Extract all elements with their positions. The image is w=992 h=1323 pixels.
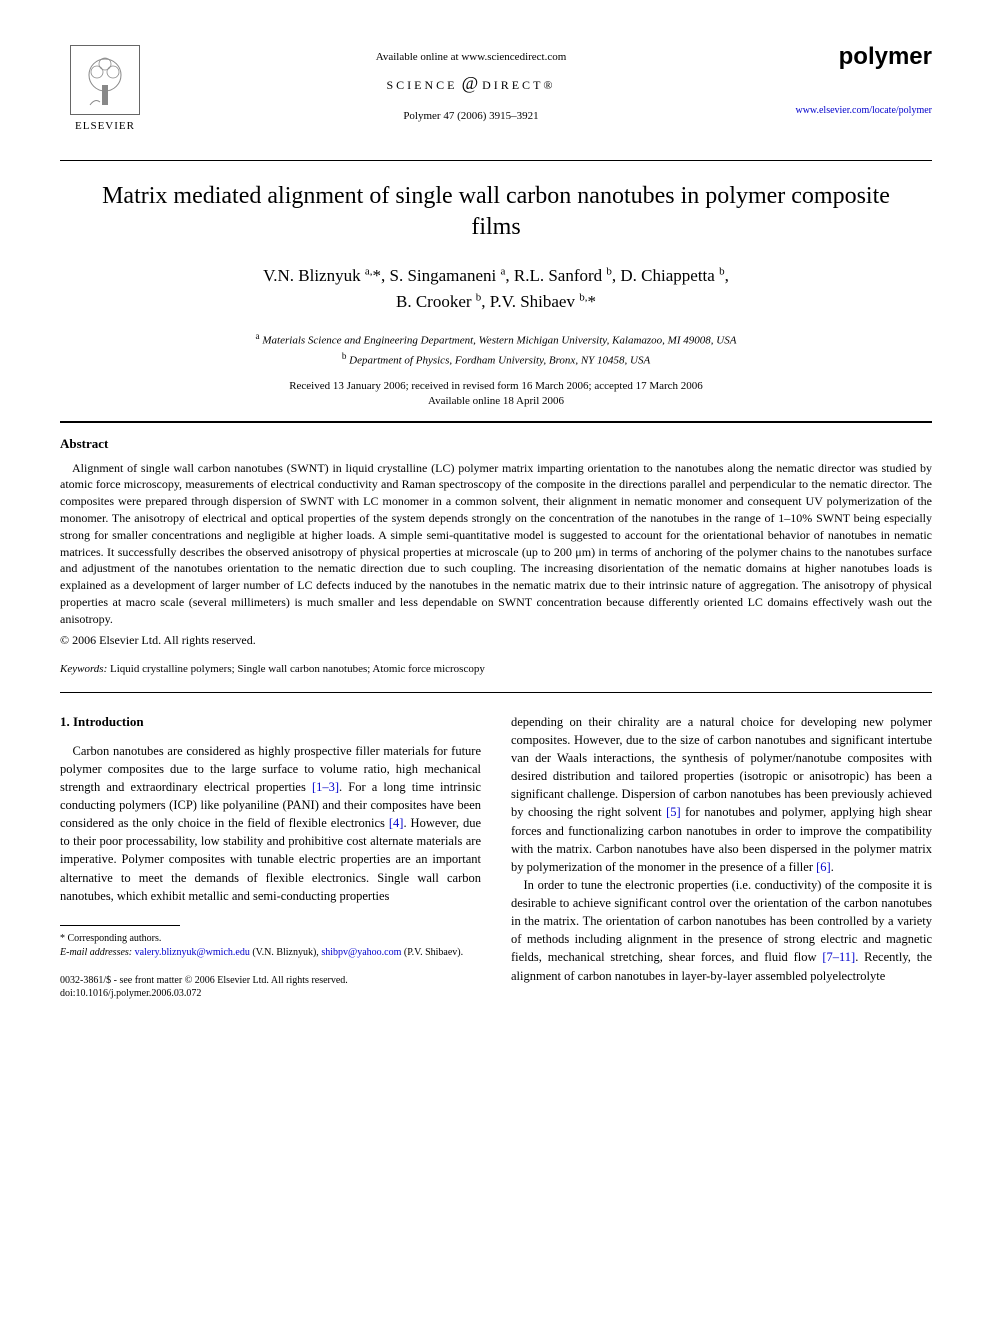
copyright-text: © 2006 Elsevier Ltd. All rights reserved… (60, 632, 932, 649)
divider (60, 692, 932, 693)
article-title: Matrix mediated alignment of single wall… (100, 181, 892, 243)
ref-link-6[interactable]: [6] (816, 860, 831, 874)
divider (60, 421, 932, 423)
ref-link-1-3[interactable]: [1–3] (312, 780, 339, 794)
abstract-section: Abstract Alignment of single wall carbon… (60, 435, 932, 648)
dates-received: Received 13 January 2006; received in re… (60, 379, 932, 394)
intro-paragraph-1: Carbon nanotubes are considered as highl… (60, 742, 481, 905)
footnote-block: * Corresponding authors. E-mail addresse… (60, 932, 481, 960)
keywords-row: Keywords: Liquid crystalline polymers; S… (60, 662, 932, 677)
center-header: Available online at www.sciencedirect.co… (150, 40, 792, 124)
polymer-label: polymer (792, 40, 932, 74)
elsevier-tree-icon (70, 45, 140, 115)
affiliation-b: b Department of Physics, Fordham Univers… (60, 350, 932, 369)
ref-link-7-11[interactable]: [7–11] (822, 950, 855, 964)
email-link-1[interactable]: valery.bliznyuk@wmich.edu (135, 947, 250, 958)
elsevier-logo: ELSEVIER (60, 40, 150, 140)
issn-line: 0032-3861/$ - see front matter © 2006 El… (60, 974, 481, 987)
divider (60, 160, 932, 161)
footnote-divider (60, 925, 180, 926)
journal-url-link[interactable]: www.elsevier.com/locate/polymer (792, 104, 932, 118)
doi-line: doi:10.1016/j.polymer.2006.03.072 (60, 987, 481, 1000)
journal-logo: polymer www.elsevier.com/locate/polymer (792, 40, 932, 118)
authors-list: V.N. Bliznyuk a,*, S. Singamaneni a, R.L… (60, 263, 932, 314)
article-dates: Received 13 January 2006; received in re… (60, 379, 932, 410)
email-label: E-mail addresses: (60, 947, 132, 958)
corresponding-authors: * Corresponding authors. (60, 932, 481, 946)
footer-info: 0032-3861/$ - see front matter © 2006 El… (60, 974, 481, 1000)
science-direct-right: DIRECT® (482, 78, 555, 92)
email-link-2[interactable]: shibpv@yahoo.com (321, 947, 401, 958)
affiliations: a Materials Science and Engineering Depa… (60, 330, 932, 368)
at-symbol-icon: @ (458, 73, 483, 93)
journal-reference: Polymer 47 (2006) 3915–3921 (150, 109, 792, 124)
dates-online: Available online 18 April 2006 (60, 394, 932, 409)
abstract-text: Alignment of single wall carbon nanotube… (60, 460, 932, 628)
science-direct-left: SCIENCE (386, 78, 457, 92)
keywords-label: Keywords: (60, 663, 107, 675)
right-column: depending on their chirality are a natur… (511, 713, 932, 1000)
header: ELSEVIER Available online at www.science… (60, 40, 932, 140)
ref-link-5[interactable]: [5] (666, 805, 681, 819)
intro-paragraph-2: In order to tune the electronic properti… (511, 876, 932, 985)
science-direct-logo: SCIENCE@DIRECT® (150, 71, 792, 96)
section-heading: 1. Introduction (60, 713, 481, 732)
ref-link-4[interactable]: [4] (389, 816, 404, 830)
intro-paragraph-1-cont: depending on their chirality are a natur… (511, 713, 932, 876)
affiliation-a: a Materials Science and Engineering Depa… (60, 330, 932, 349)
abstract-heading: Abstract (60, 435, 932, 453)
elsevier-label: ELSEVIER (75, 119, 135, 134)
email-addresses: E-mail addresses: valery.bliznyuk@wmich.… (60, 946, 481, 960)
keywords-text: Liquid crystalline polymers; Single wall… (107, 663, 485, 675)
body-columns: 1. Introduction Carbon nanotubes are con… (60, 713, 932, 1000)
left-column: 1. Introduction Carbon nanotubes are con… (60, 713, 481, 1000)
available-online-text: Available online at www.sciencedirect.co… (150, 50, 792, 65)
